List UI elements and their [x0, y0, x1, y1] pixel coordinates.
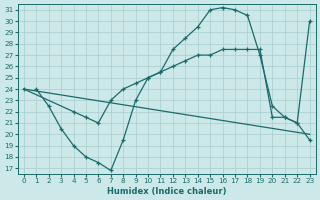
X-axis label: Humidex (Indice chaleur): Humidex (Indice chaleur) [107, 187, 227, 196]
